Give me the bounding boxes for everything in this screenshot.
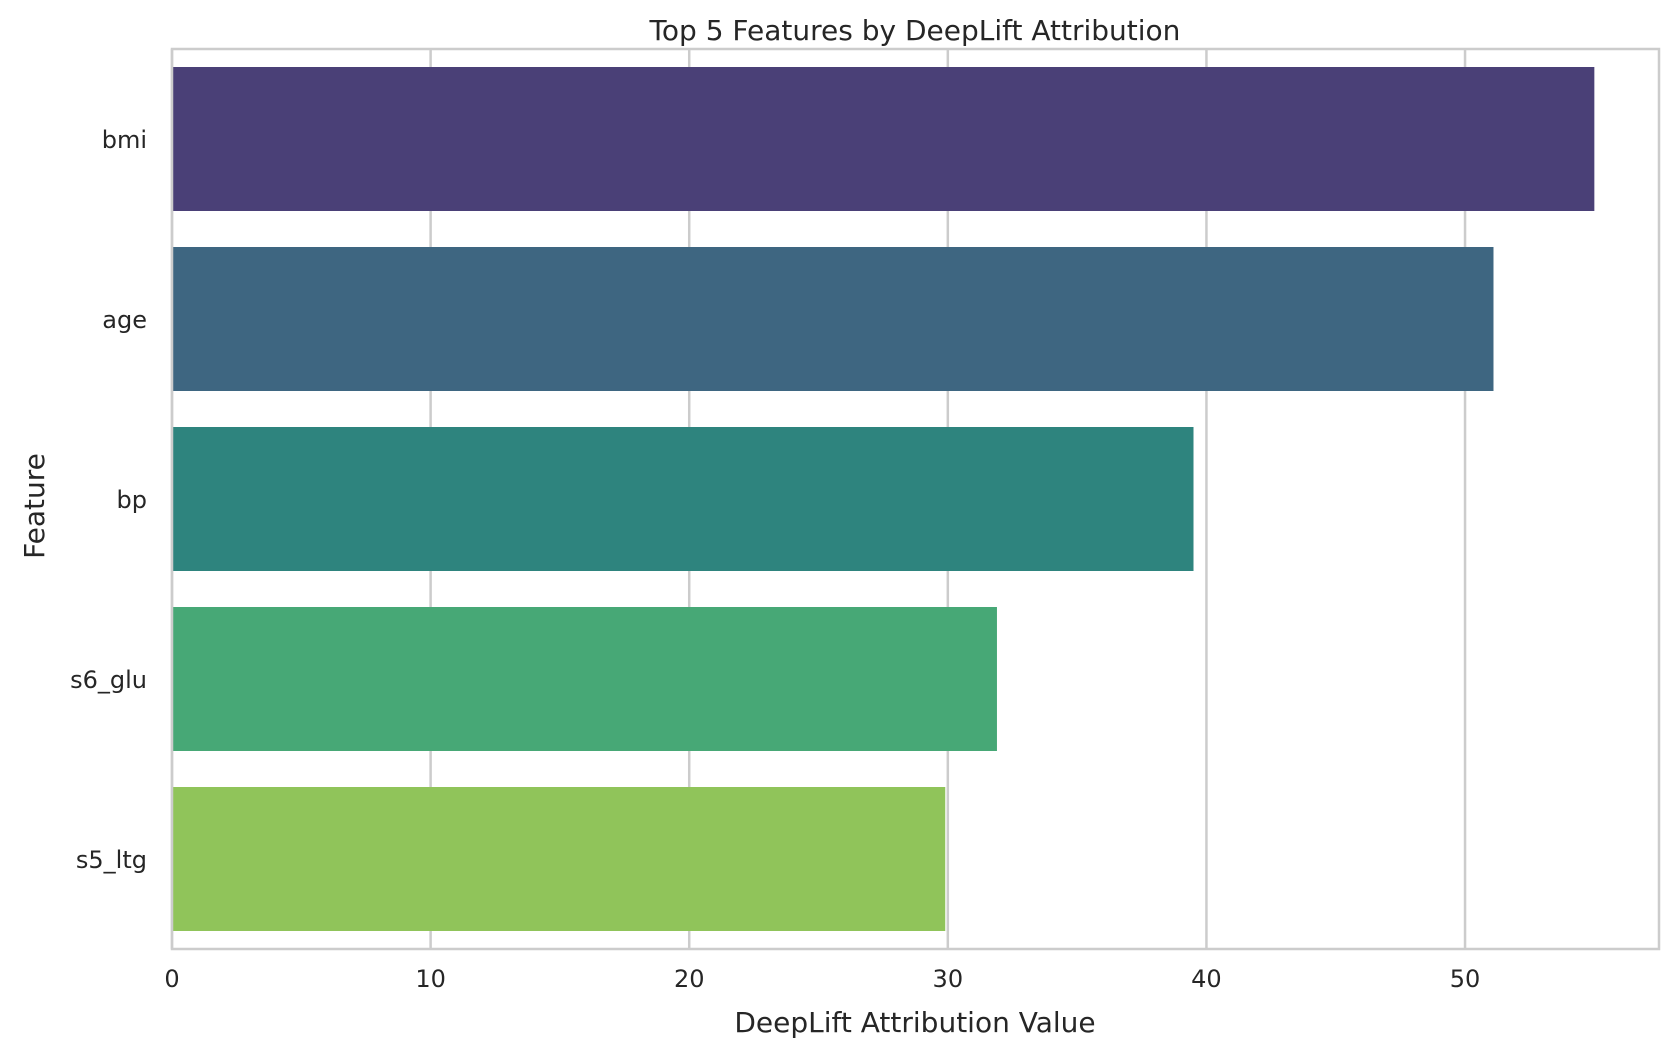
x-tick-labels: 0 10 20 30 40 50 <box>164 965 1480 993</box>
x-tick-label: 10 <box>415 965 446 993</box>
x-tick-label: 30 <box>933 965 964 993</box>
plot-frame <box>170 47 1661 951</box>
y-tick-label: bp <box>117 486 147 514</box>
bar-age <box>172 247 1494 391</box>
x-tick-label: 20 <box>674 965 705 993</box>
y-tick-label: s6_glu <box>70 666 147 694</box>
x-tick-label: 50 <box>1450 965 1481 993</box>
y-tick-labels: bmi age bp s6_glu s5_ltg <box>70 126 147 874</box>
bar-layer <box>172 67 1595 931</box>
chart-title: Top 5 Features by DeepLift Attribution <box>649 14 1181 47</box>
y-tick-label: age <box>102 306 147 334</box>
bar-bmi <box>172 67 1595 211</box>
y-tick-label: s5_ltg <box>76 846 147 874</box>
bar-s6-glu <box>172 607 997 751</box>
y-tick-label: bmi <box>102 126 147 154</box>
x-tick-label: 40 <box>1191 965 1222 993</box>
x-axis-label: DeepLift Attribution Value <box>734 1006 1095 1039</box>
x-tick-label: 0 <box>164 965 179 993</box>
y-axis-label: Feature <box>18 453 51 559</box>
bar-bp <box>172 427 1194 571</box>
bar-s5-ltg <box>172 787 946 931</box>
